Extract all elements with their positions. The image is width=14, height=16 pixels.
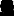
Text: DME conversion rate: DME conversion rate	[4, 4, 14, 16]
Text: (a): (a)	[11, 2, 14, 16]
Text: FIG. 1a: FIG. 1a	[0, 3, 14, 16]
Text: Dimethoxymethane
synthesis rate: Dimethoxymethane synthesis rate	[0, 8, 14, 16]
Text: Selectivity: Selectivity	[6, 5, 14, 16]
